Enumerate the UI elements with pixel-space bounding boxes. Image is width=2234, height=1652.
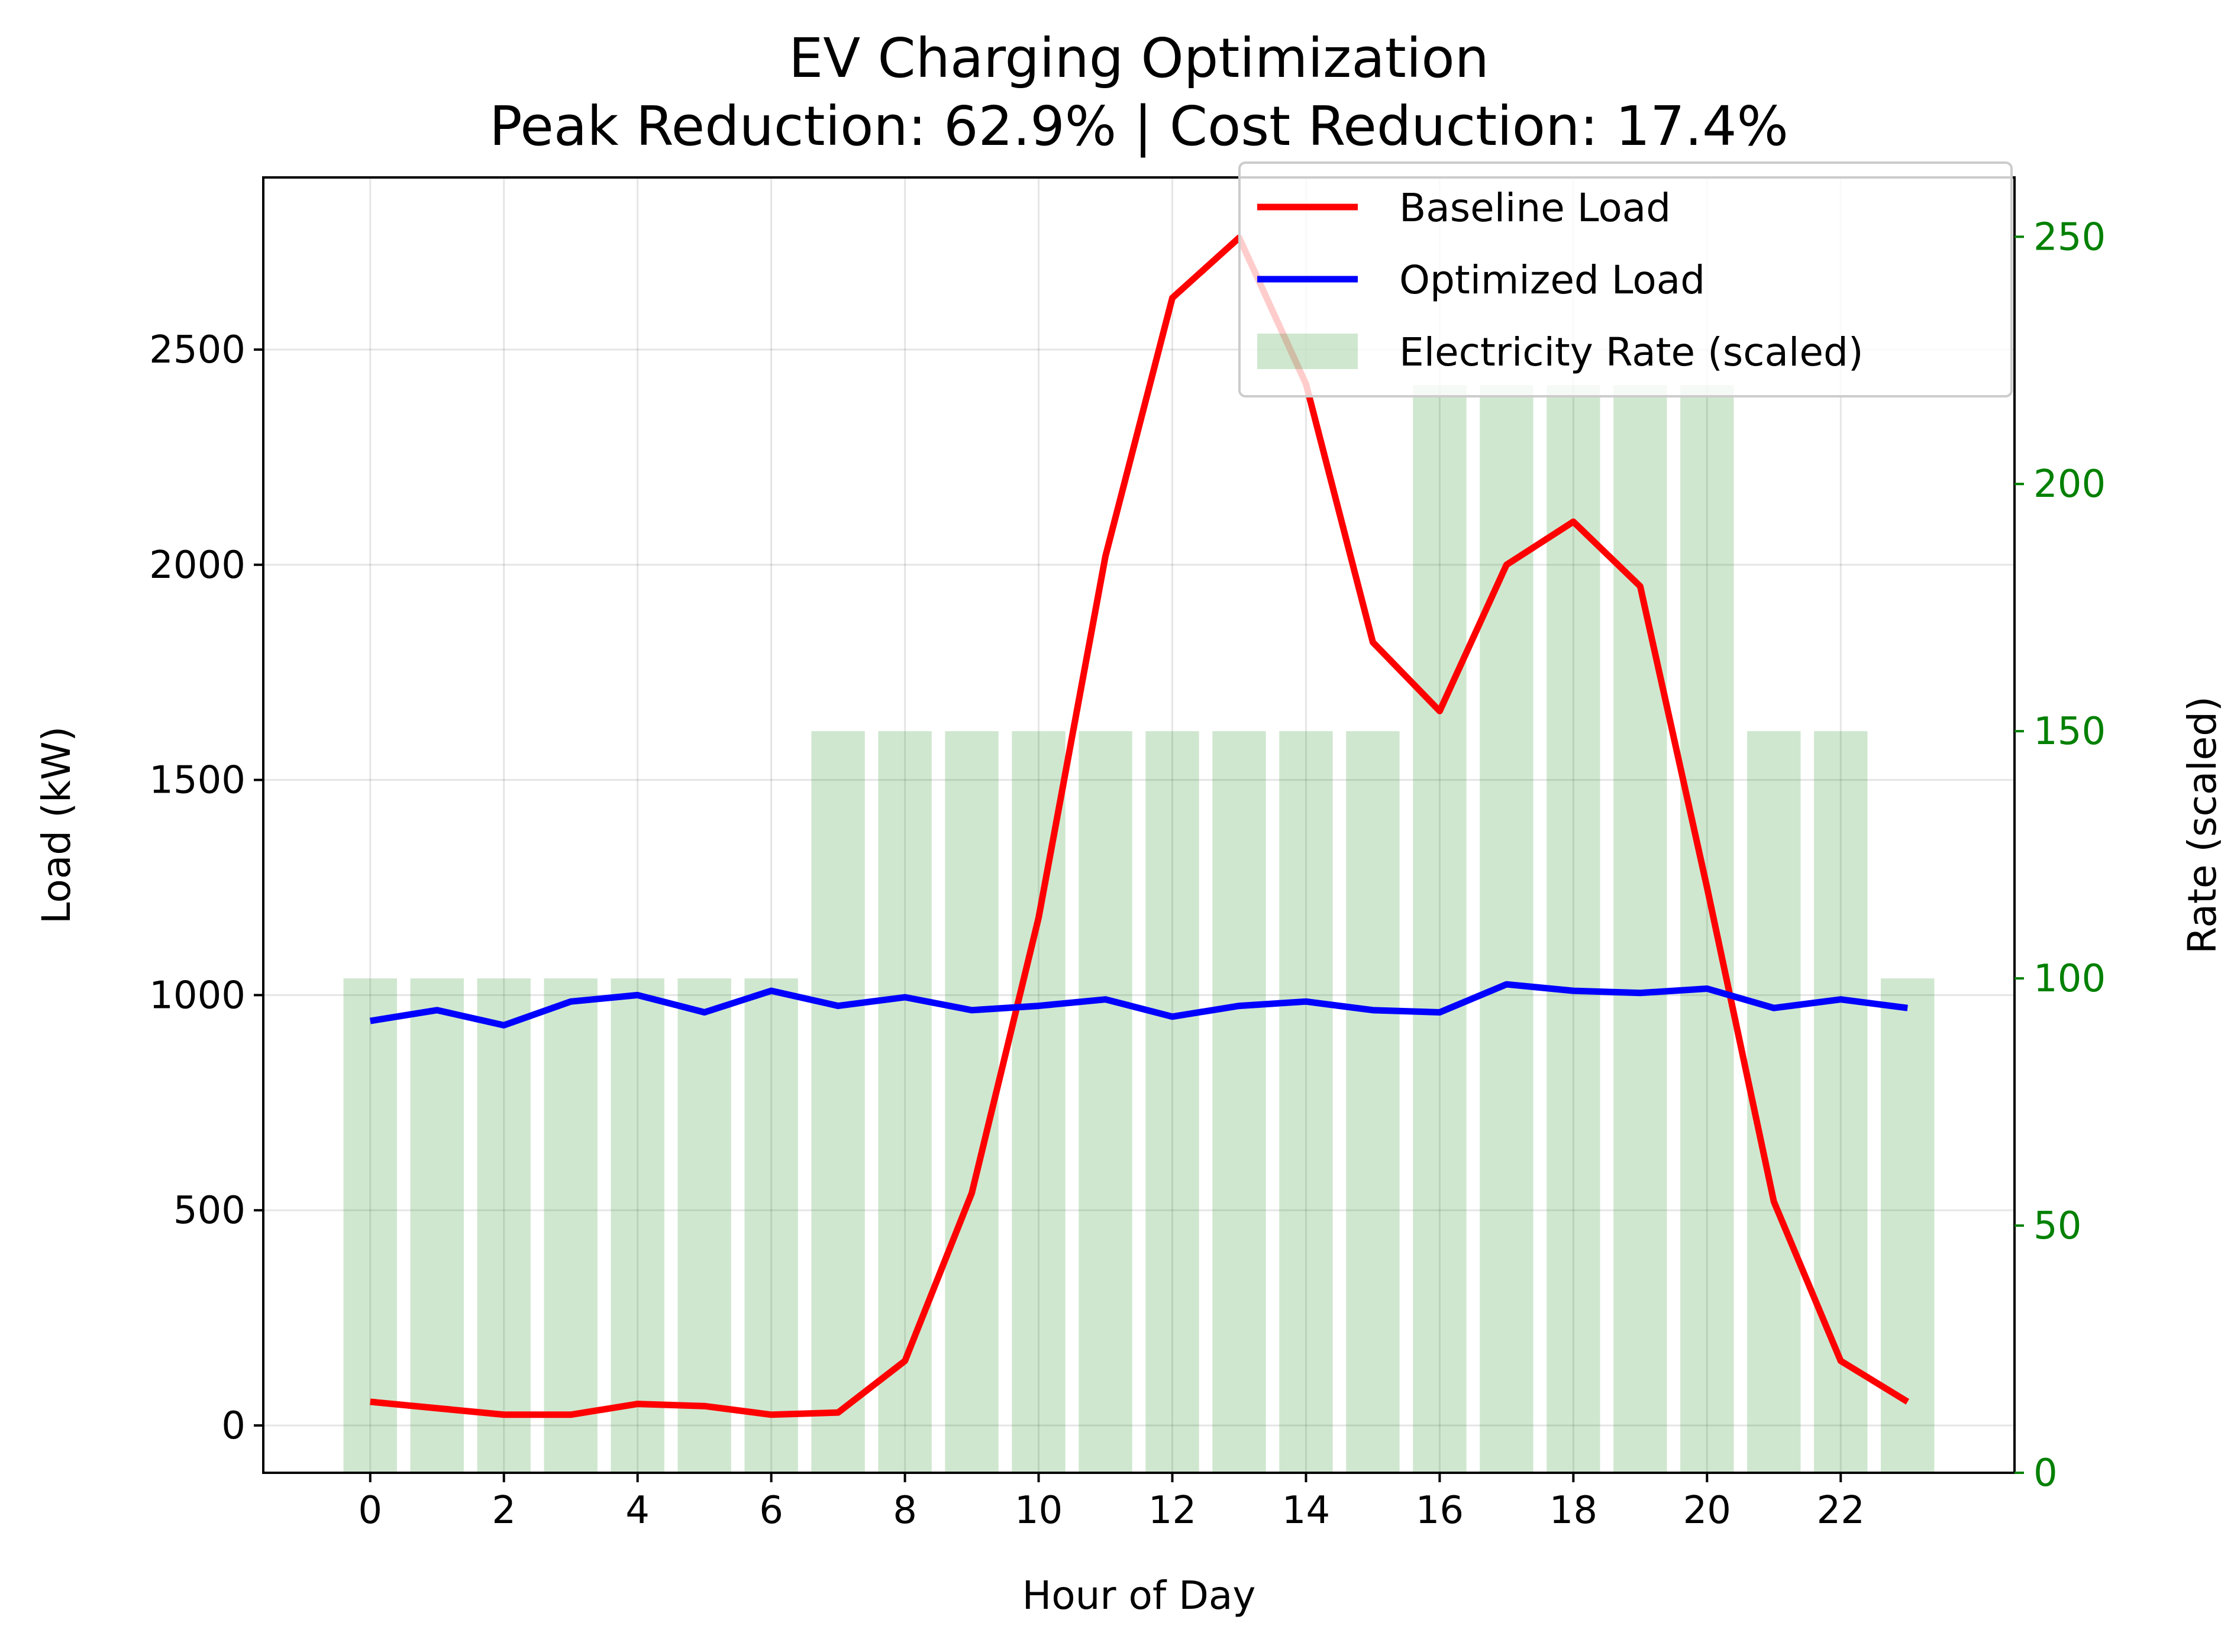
rate-bar [1346,731,1400,1473]
rate-bar [677,978,731,1473]
x-tick-label: 18 [1549,1489,1597,1533]
rate-bar [477,978,531,1473]
rate-bar [1212,731,1266,1473]
rate-bar [1480,385,1534,1473]
x-tick-label: 20 [1683,1489,1731,1533]
rate-bar [1012,731,1066,1473]
x-tick-label: 16 [1416,1489,1464,1533]
y-tick-label: 500 [173,1189,246,1233]
rate-bar [1680,385,1734,1473]
legend-label: Electricity Rate (scaled) [1399,329,1864,375]
rate-bar [1079,731,1132,1473]
x-tick-label: 12 [1148,1489,1196,1533]
rate-bar [611,978,664,1473]
optimized-loadline [369,981,1908,1029]
rate-bar [1747,731,1801,1473]
rate-bar [1547,385,1600,1473]
rate-bar [1814,731,1868,1473]
legend-box [1238,161,2013,397]
y2-tick-label: 100 [2033,957,2106,1001]
chart-title: EV Charging Optimization [789,27,1489,90]
y-tick-label: 0 [221,1404,246,1448]
axis-ticks: 0 2 4 6 8 10 12 14 16 18 20 22 0 500 1000 1500 2000 2500 0… [149,215,2106,1533]
load-lines [369,234,1910,1418]
y-tick-label: 2000 [149,544,246,587]
rate-bar [343,978,397,1473]
y2-tick-label: 0 [2033,1451,2058,1495]
y2-tick-label: 50 [2033,1204,2081,1248]
rate-bar [878,731,932,1473]
plot-frame [262,176,2016,1474]
baseline-loadline [370,234,1910,1418]
y2-tick-label: 250 [2033,215,2106,259]
x-tick-label: 8 [893,1489,917,1533]
rate-bar [1413,385,1467,1473]
x-axis-label: Hour of Day [1022,1573,1256,1618]
y2-tick-label: 200 [2033,463,2106,506]
x-tick-label: 4 [625,1489,650,1533]
rate-bar [410,978,464,1473]
rate-bar [945,731,999,1473]
rate-bar [1145,731,1199,1473]
x-tick-label: 10 [1015,1489,1063,1533]
legend-label: Optimized Load [1399,257,1705,303]
rate-bar [1613,385,1667,1473]
y-tick-label: 1000 [149,974,246,1017]
y-tick-label: 2500 [149,328,246,372]
x-tick-label: 6 [759,1489,783,1533]
rate-bars [343,385,1935,1473]
legend-label: Baseline Load [1399,185,1671,231]
legend-swatch [1257,334,1358,369]
rate-bar [544,978,598,1473]
rate-bar [811,731,865,1473]
x-tick-label: 22 [1817,1489,1865,1533]
rate-bar [744,978,798,1473]
y-tick-label: 1500 [149,759,246,803]
x-tick-label: 0 [358,1489,382,1533]
y2-tick-label: 150 [2033,710,2106,754]
legend: Baseline Load Optimized Load Electricity R… [1238,161,2013,397]
y-axis-label: Load (kW) [34,726,79,924]
rate-bar [1279,731,1333,1473]
x-tick-label: 2 [492,1489,516,1533]
y2-axis-label: Rate (scaled) [2180,696,2225,954]
chart-subtitle: Peak Reduction: 62.9% | Cost Reduction: … [489,95,1789,158]
x-tick-label: 14 [1282,1489,1330,1533]
